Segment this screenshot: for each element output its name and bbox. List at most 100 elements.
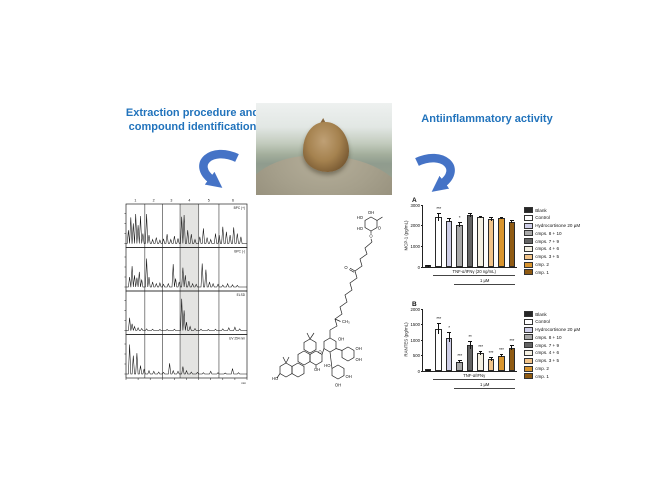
atom-label: OH: [368, 210, 374, 215]
left-heading-line1: Extraction procedure and: [125, 107, 260, 119]
legend-item: cmp. 2: [524, 365, 580, 372]
legend-label: cmps. 7 + 9: [535, 342, 560, 348]
y-tick-mark: [420, 308, 423, 310]
trace-label: BPC (+): [234, 206, 245, 210]
bar-cmps-3-5: [487, 219, 495, 267]
legend-item: cmp. 1: [524, 269, 580, 276]
legend-label: Blank: [535, 207, 547, 213]
error-bar-cap: [436, 213, 441, 214]
legend-label: cmp. 1: [535, 373, 549, 379]
legend-swatch: [524, 222, 533, 229]
atom-label: HO: [357, 215, 364, 220]
error-bar: [469, 213, 471, 218]
chromatogram-trace: [126, 344, 247, 375]
bar-cmps-4-6: [477, 217, 484, 267]
legend-swatch: [524, 326, 533, 333]
error-bar: [490, 357, 492, 361]
legend-label: cmps. 3 + 5: [535, 358, 560, 364]
legend-swatch: [524, 365, 533, 372]
legend-label: Control: [535, 215, 550, 221]
y-tick-label: 1000: [410, 243, 420, 249]
error-bar-cap: [478, 350, 483, 352]
error-bar-cap: [447, 332, 452, 334]
group-bracket: TNF-α/IFNγ (20 ng/mL): [433, 269, 515, 277]
legend-swatch: [524, 238, 533, 245]
bar-cmps-3-5: [487, 359, 495, 371]
error-bar-cap: [509, 219, 514, 221]
bar-cmp-1: [508, 221, 515, 267]
y-tick-mark: [420, 266, 423, 268]
bar-cmp-2: [498, 356, 505, 371]
region-number: 2: [153, 199, 155, 203]
legend-swatch: [524, 261, 533, 268]
y-tick-mark: [420, 370, 423, 372]
curved-arrow-right-icon: [415, 153, 455, 192]
y-tick-label: 0: [417, 264, 420, 270]
bar-cmp-1: [508, 348, 515, 371]
y-tick-mark: [420, 324, 423, 325]
atom-label: OH: [338, 337, 344, 342]
legend-swatch: [524, 269, 533, 276]
y-tick-mark: [420, 355, 423, 356]
bar-chart-A: A MCP-1 (pg/mL) 0 1000 2000 3000 *** * Blank C…: [398, 197, 580, 299]
bar-cmp-2: [498, 218, 505, 267]
right-heading: Antiinflammatory activity: [421, 113, 553, 125]
legend-swatch: [524, 230, 533, 237]
y-tick-mark: [420, 204, 423, 206]
bulb: [303, 122, 349, 172]
error-bar: [469, 341, 471, 349]
error-bar-cap: [457, 359, 462, 361]
y-tick-mark: [420, 225, 423, 227]
trace-label: UV 254 nm: [229, 337, 245, 341]
error-bar-cap: [489, 357, 493, 358]
chart-B-letter: B: [412, 301, 417, 308]
error-bar-cap: [478, 215, 483, 217]
group-bracket: 1 µM: [454, 278, 515, 285]
chemical-structure: OH HO HO O O O CH₃ O OH OH OH HO OH OH H…: [272, 210, 383, 388]
legend-item: Hydrocortisone 20 µM: [524, 222, 580, 229]
y-tick-label: 500: [412, 353, 420, 359]
atom-label: OH: [314, 367, 320, 372]
chart-A-ylabel: MCP-1 (pg/mL): [403, 220, 409, 251]
atom-label: CH₃: [342, 319, 350, 324]
y-tick-mark: [420, 339, 423, 341]
bar-cmps-8-10: [456, 224, 463, 267]
error-bar-cap: [426, 265, 431, 267]
legend-item: cmps. 7 + 9: [524, 342, 580, 349]
atom-label: O: [344, 265, 348, 270]
trace-label: ELSD: [237, 293, 246, 297]
legend-swatch: [524, 318, 533, 325]
error-bar: [459, 360, 461, 363]
legend-label: cmps. 4 + 6: [535, 350, 560, 356]
bar-control: [435, 217, 442, 267]
atom-label: O: [369, 234, 373, 239]
legend-label: cmp. 1: [535, 269, 549, 275]
atom-label: O: [378, 226, 382, 231]
left-heading-line2: compound identification: [128, 121, 257, 134]
legend-swatch: [524, 207, 533, 213]
legend-swatch: [524, 245, 533, 252]
legend-swatch: [524, 311, 533, 317]
chromatogram-trace: [126, 298, 247, 331]
error-bar-cap: [499, 216, 504, 218]
y-tick-mark: [420, 246, 423, 247]
y-tick-label: 0: [417, 368, 420, 374]
legend-item: cmps. 8 + 10: [524, 230, 580, 237]
error-bar: [501, 354, 502, 358]
region-number: 6: [232, 199, 234, 203]
region-number: 4: [188, 199, 190, 203]
atom-label: HO: [272, 376, 279, 381]
curved-arrow-left-icon: [199, 149, 239, 188]
legend-item: Control: [524, 318, 580, 325]
significance-marks: ***: [509, 339, 515, 345]
legend-swatch: [524, 214, 533, 221]
legend-label: cmps. 8 + 10: [535, 230, 562, 236]
significance-marks: ***: [436, 316, 441, 322]
region-number: 3: [170, 199, 172, 203]
bar-cmps-4-6: [477, 353, 484, 371]
legend-label: cmps. 7 + 9: [535, 238, 560, 244]
bulb-photo: [256, 103, 392, 195]
region-number: 1: [134, 199, 136, 203]
